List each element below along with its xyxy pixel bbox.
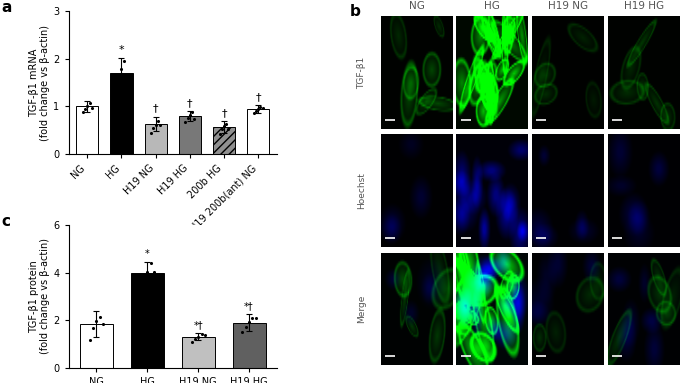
Point xyxy=(223,126,234,132)
Bar xyxy=(131,273,164,368)
Y-axis label: TGF-β1 mRNA
(fold change vs β-actin): TGF-β1 mRNA (fold change vs β-actin) xyxy=(29,25,51,141)
Point xyxy=(121,77,132,83)
Text: H19 NG: H19 NG xyxy=(548,2,588,11)
Point xyxy=(135,280,146,286)
Point xyxy=(114,74,125,80)
Point xyxy=(155,123,166,129)
Text: TGF-β1: TGF-β1 xyxy=(358,56,366,88)
Point xyxy=(146,129,157,136)
Text: †: † xyxy=(221,108,227,118)
Bar xyxy=(80,324,113,368)
Point xyxy=(237,329,248,335)
Point xyxy=(190,336,201,342)
Point xyxy=(196,331,207,337)
Point xyxy=(91,318,102,324)
Point xyxy=(84,100,95,106)
Point xyxy=(149,268,160,275)
Point xyxy=(180,119,191,125)
Point xyxy=(86,105,97,111)
Text: *†: *† xyxy=(193,321,203,331)
Point xyxy=(148,125,159,131)
Bar xyxy=(182,337,214,368)
Y-axis label: TGF-β1 protein
(fold change vs β-actin): TGF-β1 protein (fold change vs β-actin) xyxy=(29,239,51,354)
Point xyxy=(214,131,225,137)
Point xyxy=(112,85,123,92)
Point xyxy=(138,273,149,279)
Point xyxy=(250,315,261,321)
Point xyxy=(116,66,127,72)
Text: †: † xyxy=(187,98,192,108)
Point xyxy=(251,108,262,114)
Point xyxy=(219,123,229,129)
Text: Merge: Merge xyxy=(358,295,366,323)
Point xyxy=(216,126,227,133)
Text: Hoechst: Hoechst xyxy=(358,172,366,209)
Text: HG: HG xyxy=(484,2,500,11)
Point xyxy=(248,110,259,116)
Point xyxy=(186,109,197,115)
Point xyxy=(77,109,88,115)
Bar xyxy=(213,127,235,154)
Point xyxy=(186,339,197,345)
Text: *†: *† xyxy=(245,301,254,311)
Bar xyxy=(145,124,166,154)
Point xyxy=(84,337,95,344)
Point xyxy=(199,332,210,338)
Point xyxy=(182,115,193,121)
Point xyxy=(221,121,232,127)
Text: b: b xyxy=(349,4,360,19)
Text: H19 HG: H19 HG xyxy=(623,2,664,11)
Point xyxy=(142,268,153,275)
Text: *: * xyxy=(119,45,124,55)
Text: *: * xyxy=(145,249,150,259)
Point xyxy=(255,104,266,110)
Point xyxy=(240,324,251,331)
Point xyxy=(253,106,264,112)
Bar xyxy=(110,73,133,154)
Text: c: c xyxy=(2,214,11,229)
Bar xyxy=(232,322,266,368)
Point xyxy=(82,103,92,109)
Point xyxy=(119,58,129,64)
Bar xyxy=(76,106,99,154)
Point xyxy=(95,314,105,320)
Point xyxy=(88,326,99,332)
Point xyxy=(257,105,268,111)
Point xyxy=(153,118,164,124)
Text: NG: NG xyxy=(409,2,425,11)
Text: †: † xyxy=(256,92,261,102)
Text: †: † xyxy=(153,103,158,114)
Point xyxy=(150,121,161,128)
Point xyxy=(79,106,90,112)
Point xyxy=(192,334,203,340)
Point xyxy=(184,112,195,118)
Bar xyxy=(247,109,269,154)
Point xyxy=(189,116,200,122)
Point xyxy=(247,315,258,321)
Point xyxy=(145,260,156,266)
Text: a: a xyxy=(2,0,12,15)
Point xyxy=(244,319,255,325)
Bar xyxy=(179,116,201,154)
Point xyxy=(97,321,108,327)
